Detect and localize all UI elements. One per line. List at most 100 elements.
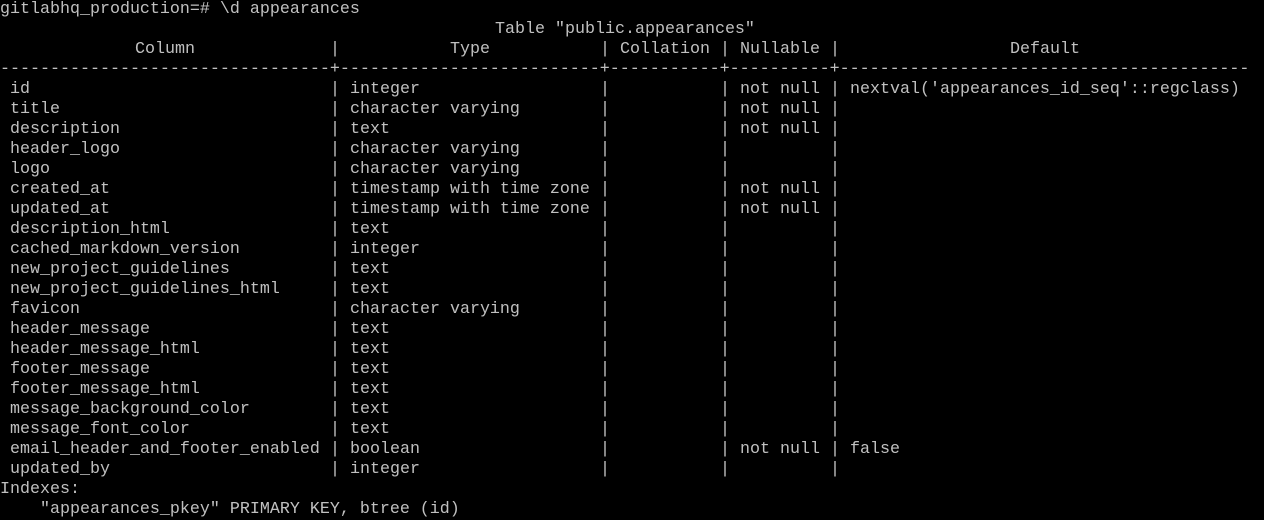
cell-column: title: [10, 100, 60, 119]
cell-column: description: [10, 120, 120, 139]
cell-type: character varying: [350, 100, 520, 119]
cell-default: false: [850, 440, 900, 459]
table-row: message_font_color text | | | |: [0, 420, 1264, 440]
cell-column: new_project_guidelines: [10, 260, 230, 279]
table-title: Table "public.appearances": [495, 20, 755, 39]
cell-type: text: [350, 400, 390, 419]
table-row: updated_at timestamp with time zone not nu…: [0, 200, 1264, 220]
cell-type: text: [350, 340, 390, 359]
column-separator: |: [830, 400, 840, 419]
column-separator: |: [720, 440, 730, 459]
table-row: description_html text | | | |: [0, 220, 1264, 240]
column-separator: |: [830, 340, 840, 359]
cell-column: updated_by: [10, 460, 110, 479]
column-separator: |: [600, 260, 610, 279]
column-separator: |: [330, 320, 340, 339]
table-row: footer_message text | | | |: [0, 360, 1264, 380]
table-title-line: Table "public.appearances": [0, 20, 1264, 40]
column-separator: |: [720, 420, 730, 439]
cell-column: message_font_color: [10, 420, 190, 439]
cell-type: text: [350, 220, 390, 239]
cell-nullable: not null: [740, 120, 820, 139]
cell-column: message_background_color: [10, 400, 250, 419]
cell-nullable: not null: [740, 440, 820, 459]
index-line: "appearances_pkey" PRIMARY KEY, btree (i…: [0, 500, 1264, 520]
column-separator: |: [830, 300, 840, 319]
cell-type: timestamp with time zone: [350, 180, 590, 199]
column-separator: |: [830, 160, 840, 179]
column-separator: |: [830, 240, 840, 259]
prompt-line: gitlabhq_production=# \d appearances: [0, 0, 1264, 20]
cell-type: character varying: [350, 140, 520, 159]
column-separator: |: [720, 180, 730, 199]
table-row: header_logo character varying | | | |: [0, 140, 1264, 160]
table-row: header_message text | | | |: [0, 320, 1264, 340]
column-separator: |: [330, 240, 340, 259]
header-nullable: Nullable: [740, 40, 820, 59]
table-row: title character varying not null | | | |: [0, 100, 1264, 120]
cell-nullable: not null: [740, 80, 820, 99]
column-separator: |: [720, 120, 730, 139]
column-separator: |: [330, 440, 340, 459]
column-separator: |: [600, 360, 610, 379]
table-row: description text not null | | | |: [0, 120, 1264, 140]
column-separator: |: [330, 260, 340, 279]
cell-column: logo: [10, 160, 50, 179]
column-separator: |: [600, 180, 610, 199]
cell-type: text: [350, 360, 390, 379]
column-separator: |: [720, 260, 730, 279]
column-separator: |: [830, 200, 840, 219]
table-row: updated_by integer | | | |: [0, 460, 1264, 480]
column-separator: |: [830, 280, 840, 299]
column-separator: |: [600, 380, 610, 399]
column-separator: |: [600, 120, 610, 139]
cell-column: new_project_guidelines_html: [10, 280, 280, 299]
column-separator: |: [830, 120, 840, 139]
column-separator: |: [330, 460, 340, 479]
cell-type: integer: [350, 80, 420, 99]
cell-column: cached_markdown_version: [10, 240, 240, 259]
column-separator: |: [330, 280, 340, 299]
column-separator: |: [330, 300, 340, 319]
column-separator: |: [330, 220, 340, 239]
table-row: favicon character varying | | | |: [0, 300, 1264, 320]
column-separator: |: [830, 440, 840, 459]
table-row: email_header_and_footer_enabled boolean no…: [0, 440, 1264, 460]
cell-type: text: [350, 260, 390, 279]
column-separator: |: [600, 200, 610, 219]
indexes-label-line: Indexes:: [0, 480, 1264, 500]
column-separator: |: [600, 340, 610, 359]
column-separator: |: [830, 100, 840, 119]
header-row: Column Type Collation Nullable Default | | | |: [0, 40, 1264, 60]
cell-type: text: [350, 380, 390, 399]
cell-column: header_message_html: [10, 340, 200, 359]
column-separator: |: [330, 200, 340, 219]
cell-nullable: not null: [740, 100, 820, 119]
cell-column: header_logo: [10, 140, 120, 159]
column-separator: |: [830, 320, 840, 339]
column-separator: |: [600, 100, 610, 119]
column-separator: |: [600, 240, 610, 259]
header-divider: ---------------------------------+------…: [0, 60, 1264, 80]
table-row: id integer not null nextval('appearances_id…: [0, 80, 1264, 100]
column-separator: |: [720, 400, 730, 419]
column-separator: |: [720, 280, 730, 299]
cell-type: text: [350, 120, 390, 139]
column-separator: |: [720, 160, 730, 179]
column-separator: |: [830, 260, 840, 279]
column-separator: |: [600, 440, 610, 459]
indexes-label: Indexes:: [0, 480, 80, 499]
column-separator: |: [600, 320, 610, 339]
table-row: header_message_html text | | | |: [0, 340, 1264, 360]
column-separator: |: [720, 360, 730, 379]
column-separator: |: [830, 220, 840, 239]
cell-nullable: not null: [740, 180, 820, 199]
cell-column: footer_message: [10, 360, 150, 379]
cell-column: footer_message_html: [10, 380, 200, 399]
column-separator: |: [330, 40, 340, 59]
column-separator: |: [720, 140, 730, 159]
column-separator: |: [600, 40, 610, 59]
column-separator: |: [830, 140, 840, 159]
column-separator: |: [720, 340, 730, 359]
